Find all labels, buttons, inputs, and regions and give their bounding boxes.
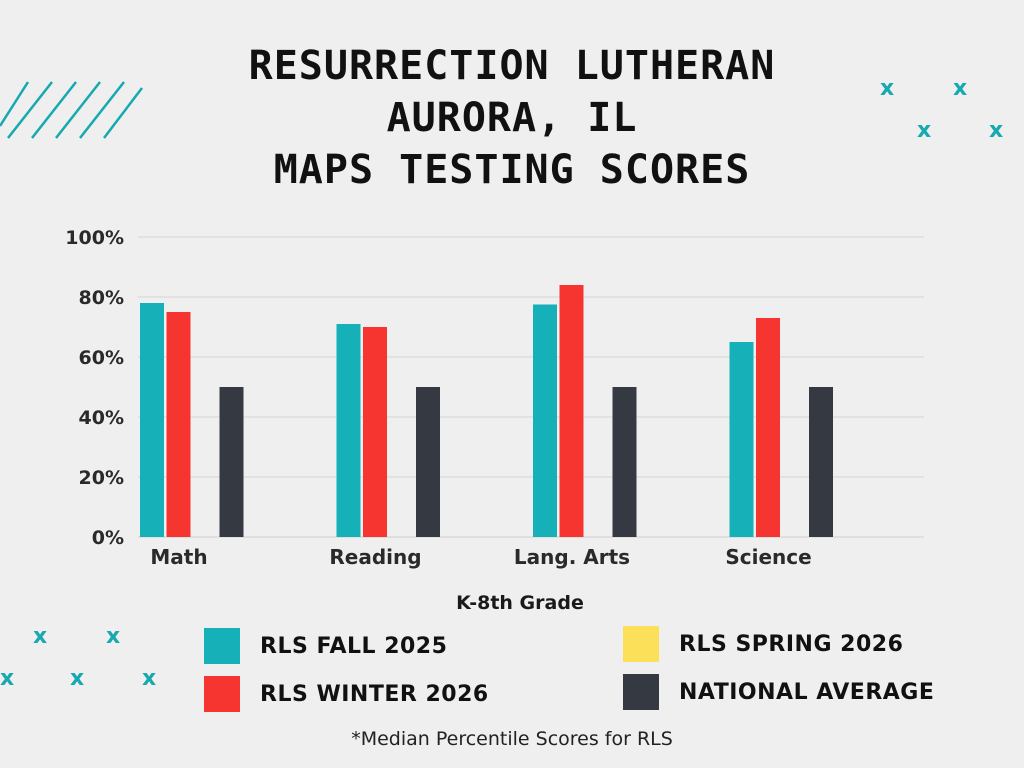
- cross-decoration-icon: x: [33, 624, 48, 649]
- bar-1-2: [559, 285, 584, 537]
- chart-title: RESURRECTION LUTHERAN AURORA, IL MAPS TE…: [0, 40, 1024, 196]
- legend-item-spring: RLS SPRING 2026: [623, 626, 903, 662]
- cross-decoration-icon: x: [880, 76, 895, 101]
- x-tick-label: Math: [150, 545, 207, 569]
- title-line-school: RESURRECTION LUTHERAN: [248, 43, 776, 89]
- bar-3-2: [612, 387, 637, 537]
- x-axis-title: K-8th Grade: [456, 592, 584, 614]
- x-tick-label: Reading: [329, 545, 421, 569]
- bar-1-0: [166, 312, 191, 537]
- bar-1-3: [756, 318, 780, 537]
- legend-swatch-spring: [623, 626, 659, 662]
- diagonal-lines-decoration: [0, 81, 143, 139]
- bar-3-0: [219, 387, 244, 537]
- y-tick-label: 40%: [79, 407, 124, 429]
- bar-3-3: [809, 387, 833, 537]
- cross-decoration-icon: x: [0, 666, 15, 691]
- bar-0-3: [729, 342, 754, 537]
- bar-0-1: [336, 324, 361, 537]
- x-tick-label: Lang. Arts: [514, 545, 630, 569]
- title-line-subject: MAPS TESTING SCORES: [273, 147, 751, 193]
- legend-item-national: NATIONAL AVERAGE: [623, 674, 934, 710]
- cross-decoration-icon: x: [70, 666, 85, 691]
- bar-1-1: [363, 327, 387, 537]
- cross-decoration-icon: x: [953, 76, 968, 101]
- legend-label-national: NATIONAL AVERAGE: [679, 679, 935, 705]
- x-tick-label: Science: [725, 545, 811, 569]
- bar-chart: 0% 20% 40% 60% 80% 100% Math Reading Lang. Arts S…: [65, 227, 924, 569]
- legend-swatch-national: [623, 674, 659, 710]
- y-tick-label: 80%: [79, 287, 124, 309]
- cross-decoration-icon: x: [142, 666, 157, 691]
- footnote: *Median Percentile Scores for RLS: [351, 728, 673, 750]
- bar-0-0: [140, 303, 164, 537]
- legend-item-fall: RLS FALL 2025: [204, 628, 447, 664]
- cross-decoration-icon: x: [917, 118, 932, 143]
- cross-decoration-icon: x: [106, 624, 121, 649]
- legend-item-winter: RLS WINTER 2026: [204, 676, 489, 712]
- y-tick-label: 0%: [92, 527, 124, 549]
- cross-decoration-icon: x: [989, 118, 1004, 143]
- legend-label-fall: RLS FALL 2025: [260, 633, 448, 659]
- legend-swatch-fall: [204, 628, 240, 664]
- y-tick-label: 60%: [79, 347, 124, 369]
- legend-label-spring: RLS SPRING 2026: [679, 631, 904, 657]
- title-line-location: AURORA, IL: [386, 95, 638, 141]
- y-tick-label: 100%: [65, 227, 124, 249]
- bar-0-2: [533, 304, 557, 537]
- bar-3-1: [416, 387, 440, 537]
- y-tick-label: 20%: [79, 467, 124, 489]
- legend-label-winter: RLS WINTER 2026: [260, 681, 489, 707]
- legend-swatch-winter: [204, 676, 240, 712]
